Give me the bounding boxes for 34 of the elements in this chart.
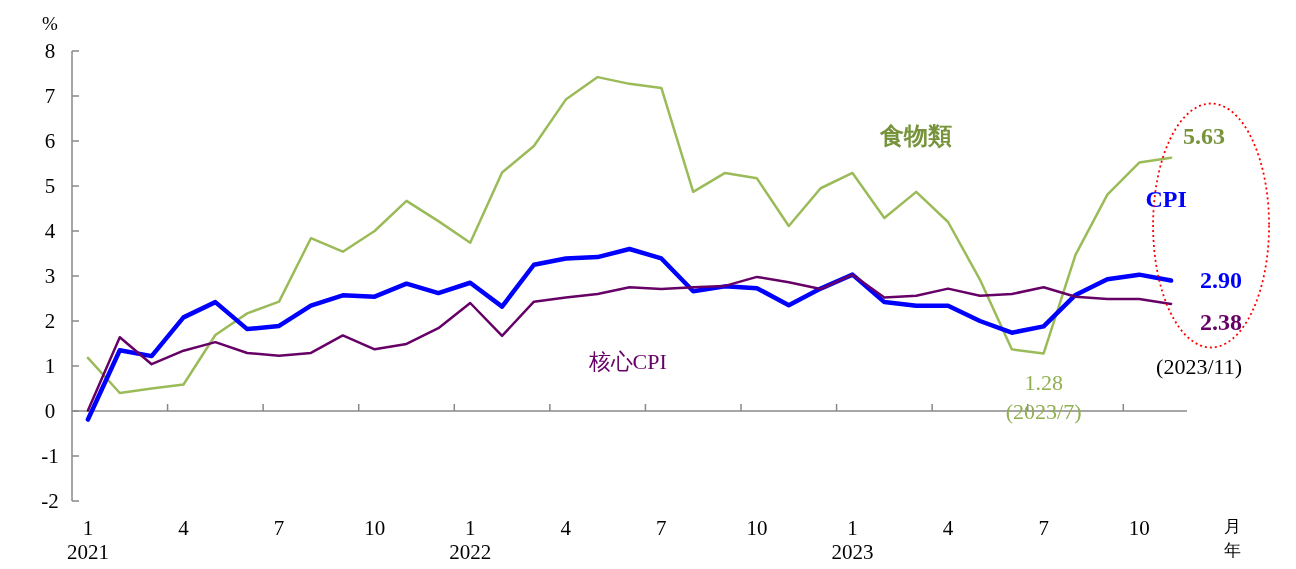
x-tick-label: 10: [1128, 516, 1150, 540]
data-label: 1.28: [1024, 370, 1063, 396]
annotation: (2023/11): [1156, 353, 1243, 379]
y-tick-label: 2: [44, 309, 56, 333]
annotation: (2023/7): [1005, 399, 1082, 425]
data-label: 5.63: [1183, 122, 1226, 149]
y-tick-label: -1: [41, 444, 59, 468]
x-tick-label: 4: [942, 516, 954, 540]
x-tick-label: 7: [1038, 516, 1049, 540]
x-tick-label: 10: [364, 516, 386, 540]
y-tick-label: 3: [44, 264, 56, 288]
y-tick-label: 0: [44, 399, 56, 423]
x-tick-label: 1 2021: [66, 516, 109, 565]
y-axis-title: %: [42, 13, 59, 34]
x-tick-label: 10: [746, 516, 768, 540]
y-tick-label: 5: [44, 174, 56, 198]
x-tick-label: 7: [273, 516, 285, 540]
text: CPI: [1145, 185, 1187, 212]
x-tick-label: 4: [560, 516, 572, 540]
x-tick-label: 1 2023: [831, 516, 874, 565]
y-tick-label: 4: [44, 219, 56, 243]
data-label: 2.90: [1200, 266, 1243, 293]
x-tick-label: 1 2022: [449, 516, 492, 565]
y-tick-label: -2: [41, 489, 59, 513]
x-tick-label: 7: [656, 516, 667, 540]
data-label: 2.38: [1200, 308, 1243, 335]
text: 核心CPI: [587, 349, 667, 374]
series-label: 食物類: [879, 123, 953, 149]
y-tick-label: 7: [44, 84, 56, 108]
x-axis-title: 月年: [1223, 517, 1241, 560]
y-tick-label: 1: [44, 354, 56, 378]
x-tick-label: 4: [178, 516, 190, 540]
y-tick-label: 6: [44, 129, 56, 153]
y-tick-label: 8: [44, 39, 56, 63]
